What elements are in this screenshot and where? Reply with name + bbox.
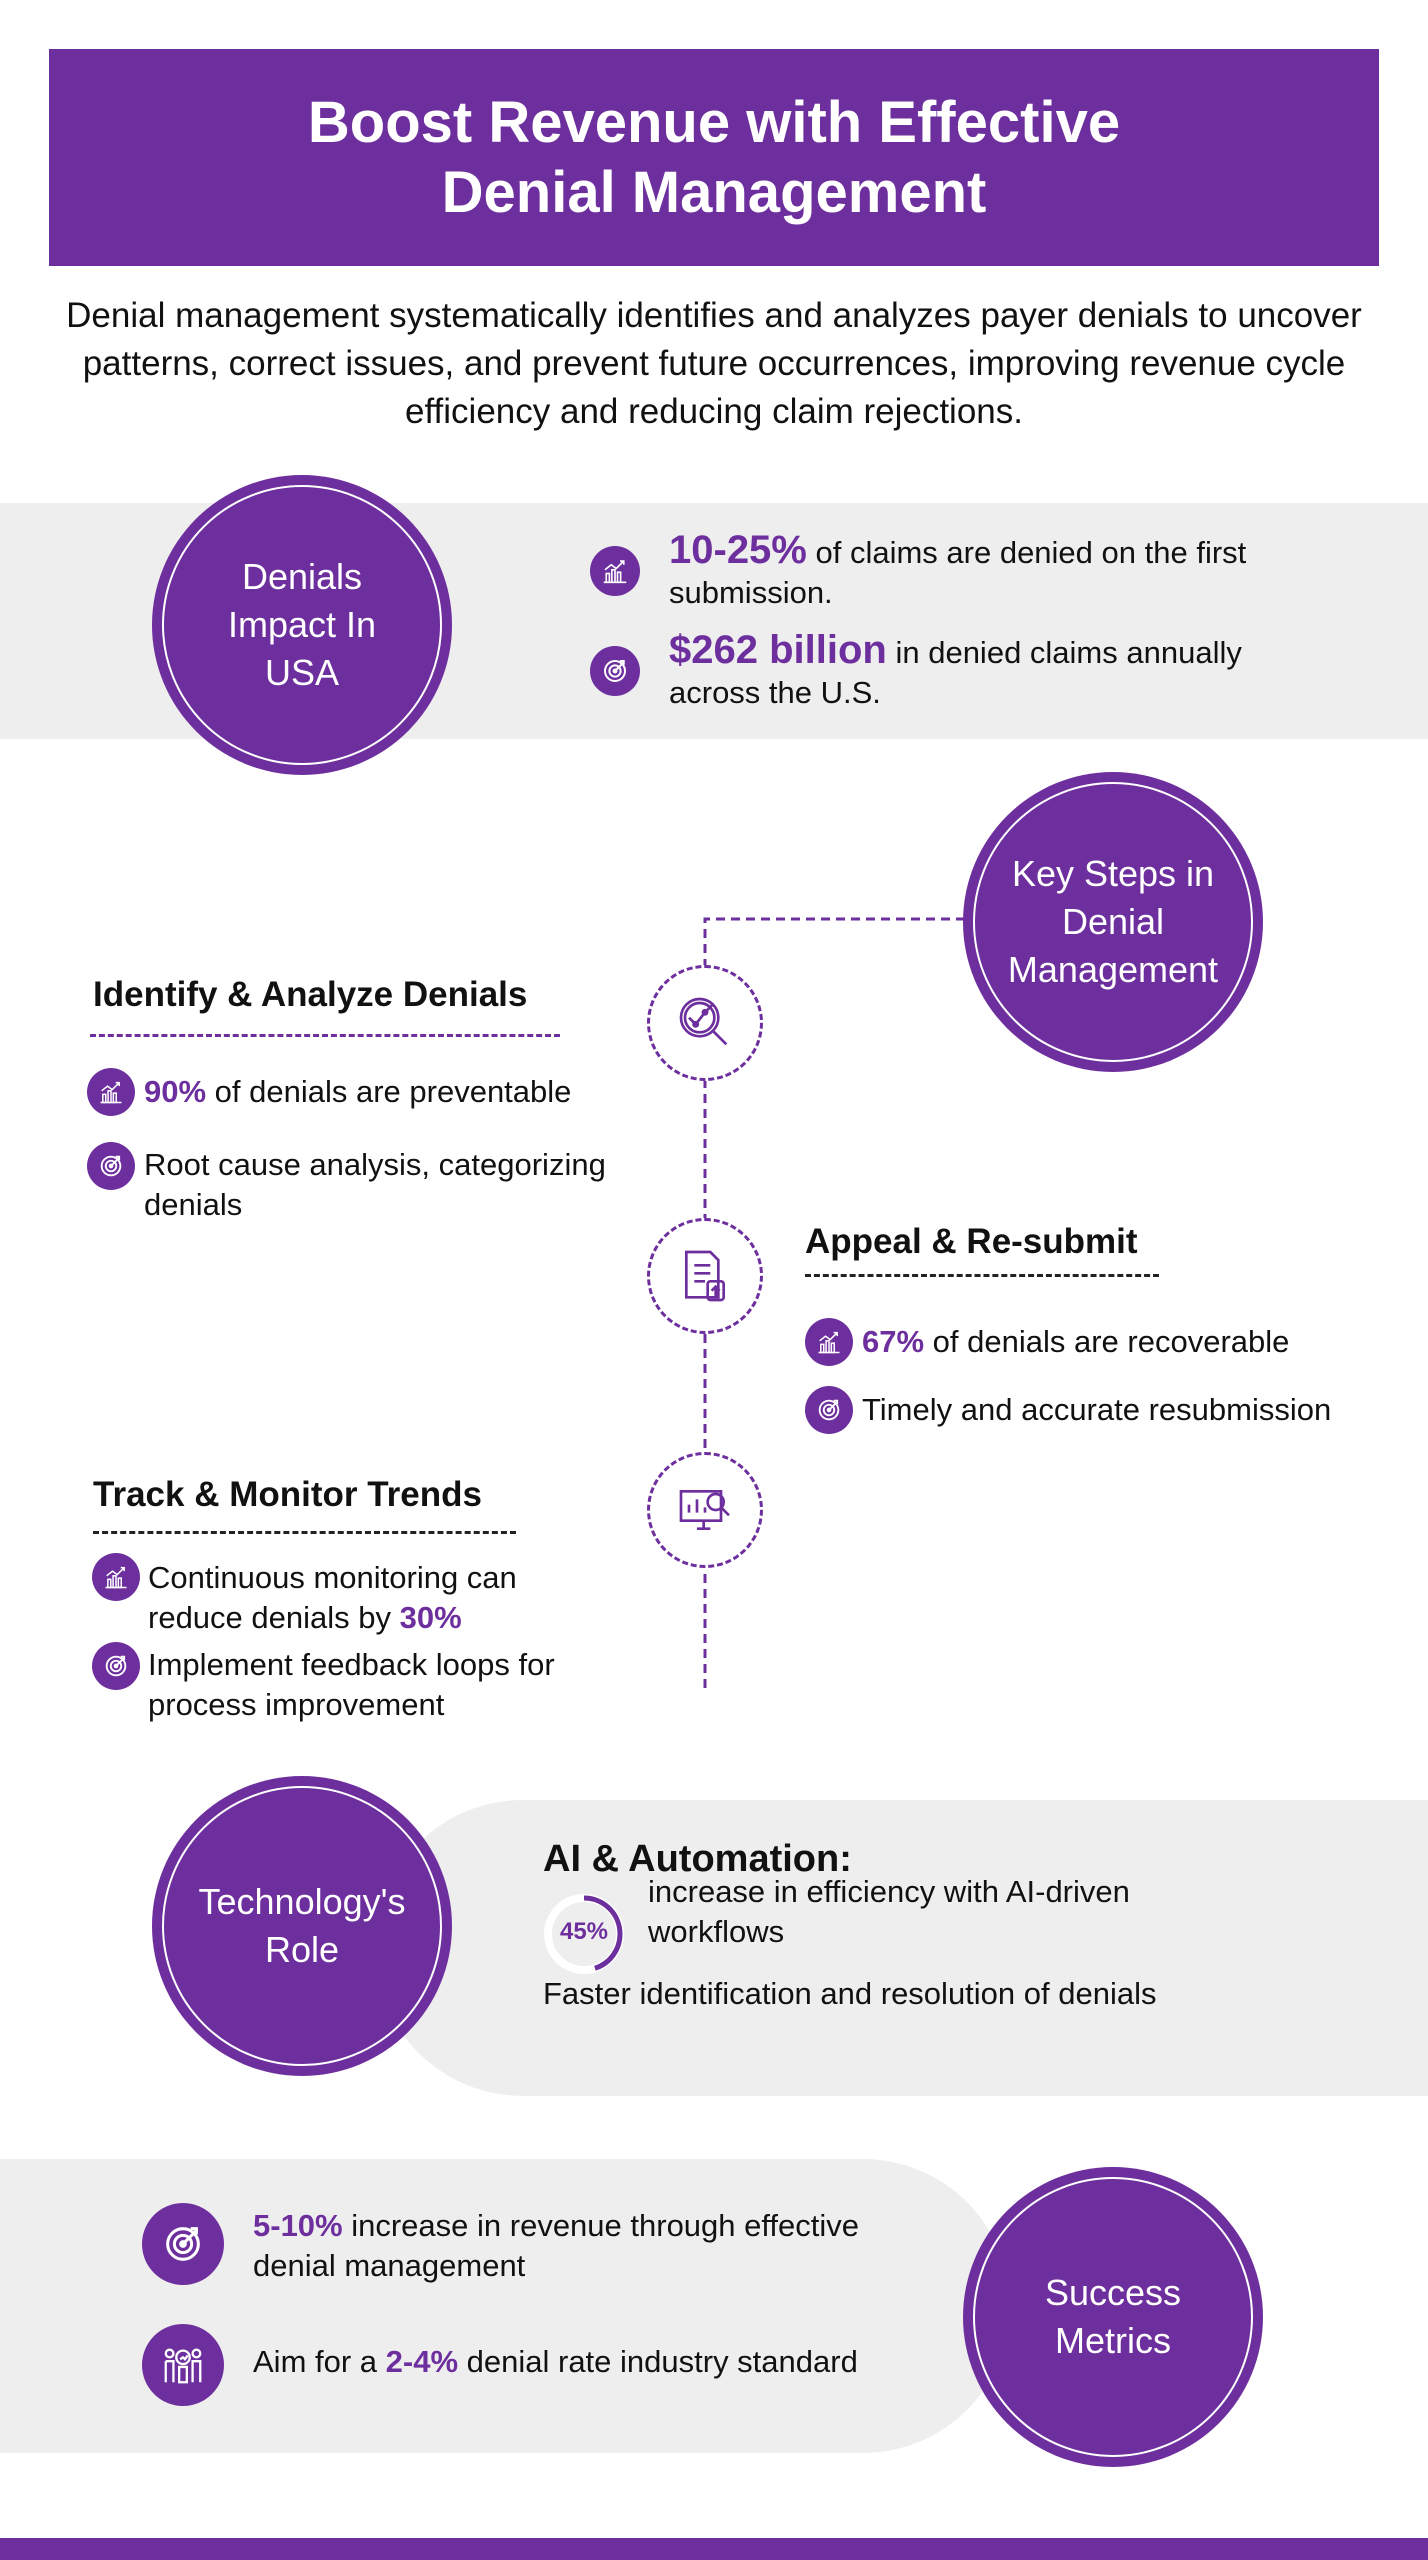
timeline-connector <box>703 917 965 1690</box>
identify-item-2: Root cause analysis, categorizing denial… <box>144 1147 606 1222</box>
success-item-2: Aim for a 2-4% denial rate industry stan… <box>253 2342 933 2382</box>
key-steps-circle: Key Steps in Denial Management <box>963 772 1263 1072</box>
track-underline <box>93 1531 516 1534</box>
ring-text: increase in efficiency with AI-driven wo… <box>648 1874 1130 1949</box>
identify-heading: Identify & Analyze Denials <box>93 975 528 1014</box>
ai-automation-heading: AI & Automation: <box>543 1838 852 1880</box>
success-band <box>0 2159 1010 2453</box>
technology-label: Technology's Role <box>198 1881 406 1970</box>
highlight: 5-10% <box>253 2208 343 2243</box>
track-item-1: Continuous monitoring can reduce denials… <box>148 1558 588 1638</box>
highlight: 67% <box>862 1324 925 1359</box>
track-heading: Track & Monitor Trends <box>93 1475 482 1514</box>
key-steps-label: Key Steps in Denial Management <box>1007 853 1219 990</box>
highlight: 90% <box>144 1074 207 1109</box>
success-label: Success Metrics <box>1044 2272 1182 2361</box>
monitor-analytics-icon <box>647 1452 763 1568</box>
highlight: 2-4% <box>385 2344 459 2379</box>
intro-text: Denial management systematically identif… <box>66 296 1362 431</box>
technology-circle: Technology's Role <box>152 1776 452 2076</box>
prefix: Aim for a <box>253 2344 386 2379</box>
appeal-underline <box>805 1274 1159 1277</box>
chart-growth-icon <box>805 1318 853 1366</box>
document-upload-icon <box>647 1218 763 1334</box>
efficiency-ring <box>544 1894 624 1974</box>
highlight: $262 billion <box>669 628 887 672</box>
magnifier-analytics-icon <box>647 965 763 1081</box>
text: in denied claims annually across the U.S… <box>669 635 1242 710</box>
track-item-2: Implement feedback loops for process imp… <box>148 1647 555 1722</box>
target-icon <box>590 646 640 696</box>
text: of denials are recoverable <box>924 1324 1290 1359</box>
efficiency-ring-fill <box>545 1895 623 1973</box>
text: Continuous monitoring can reduce denials… <box>148 1560 517 1635</box>
impact-item-1: 10-25% of claims are denied on the first… <box>669 530 1309 613</box>
text: denial rate industry standard <box>458 2344 858 2379</box>
impact-circle-label: Denials Impact In USA <box>227 556 377 693</box>
title-line-2: Denial Management <box>441 159 987 225</box>
success-circle: Success Metrics <box>963 2167 1263 2467</box>
appeal-item-2: Timely and accurate resubmission <box>862 1392 1332 1427</box>
target-icon <box>805 1386 853 1434</box>
target-icon <box>92 1642 140 1690</box>
title-line-1: Boost Revenue with Effective <box>307 89 1121 155</box>
title-banner: Boost Revenue with Effective Denial Manag… <box>49 49 1379 266</box>
chart-growth-icon <box>92 1553 140 1601</box>
identify-underline <box>90 1034 560 1037</box>
text: of claims are denied on the first submis… <box>669 535 1247 610</box>
success-item-1: 5-10% increase in revenue through effect… <box>253 2206 933 2286</box>
chart-growth-icon <box>590 546 640 596</box>
text: increase in revenue through effective de… <box>253 2208 860 2283</box>
faster-identification-text: Faster identification and resolution of … <box>543 1976 1157 2011</box>
target-icon <box>87 1142 135 1190</box>
target-arrow-icon <box>142 2203 224 2285</box>
ring-value: 45% <box>559 1918 609 1945</box>
highlight: 10-25% <box>669 528 807 572</box>
appeal-item-1: 67% of denials are recoverable <box>862 1322 1422 1362</box>
footer-bar <box>0 2538 1428 2560</box>
appeal-heading: Appeal & Re-submit <box>805 1222 1138 1261</box>
impact-circle: Denials Impact In USA <box>152 475 452 775</box>
team-icon <box>142 2324 224 2406</box>
chart-growth-icon <box>87 1068 135 1116</box>
identify-item-1: 90% of denials are preventable <box>144 1072 664 1112</box>
impact-item-2: $262 billion in denied claims annually a… <box>669 630 1309 713</box>
text: of denials are preventable <box>206 1074 572 1109</box>
highlight: 30% <box>399 1600 462 1635</box>
